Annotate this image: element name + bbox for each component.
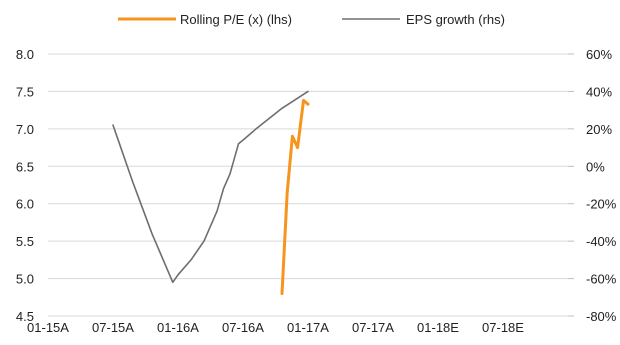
x-tick-label: 07-16A — [222, 320, 264, 335]
y-left-tick-label: 6.0 — [16, 197, 34, 212]
x-tick-label: 01-17A — [287, 320, 329, 335]
y-left-tick-label: 8.0 — [16, 47, 34, 62]
y-right-tick-label: -20% — [586, 197, 617, 212]
x-tick-label: 07-15A — [92, 320, 134, 335]
x-tick-label: 07-17A — [352, 320, 394, 335]
y-left-tick-label: 6.5 — [16, 159, 34, 174]
legend: Rolling P/E (x) (lhs) EPS growth (rhs) — [118, 12, 505, 27]
series-layer — [113, 91, 308, 293]
x-axis: 01-15A 07-15A 01-16A 07-16A 01-17A 07-17A 01-1… — [27, 320, 524, 335]
y-axis-right: -80% -60% -40% -20% 0% 20% 40% 60% — [568, 47, 617, 324]
legend-label-rolling-pe: Rolling P/E (x) (lhs) — [180, 12, 292, 27]
y-right-tick-label: -40% — [586, 234, 617, 249]
legend-label-eps-growth: EPS growth (rhs) — [406, 12, 505, 27]
y-right-tick-label: -60% — [586, 272, 617, 287]
x-tick-label: 01-18E — [417, 320, 459, 335]
y-right-tick-label: 40% — [586, 84, 612, 99]
x-tick-label: 01-15A — [27, 320, 69, 335]
y-left-tick-label: 7.5 — [16, 84, 34, 99]
x-tick-label: 01-16A — [157, 320, 199, 335]
y-axis-left: 4.55.05.56.06.57.07.58.0 — [16, 47, 34, 324]
y-right-tick-label: 20% — [586, 122, 612, 137]
y-right-tick-label: 60% — [586, 47, 612, 62]
y-left-tick-label: 5.0 — [16, 272, 34, 287]
y-left-tick-label: 5.5 — [16, 234, 34, 249]
y-right-tick-label: -80% — [586, 309, 617, 324]
x-tick-label: 07-18E — [482, 320, 524, 335]
series-line-rolling-pe — [282, 100, 308, 293]
gridlines — [48, 54, 568, 316]
y-left-tick-label: 7.0 — [16, 122, 34, 137]
y-right-tick-label: 0% — [586, 159, 605, 174]
series-line-eps-growth — [113, 91, 308, 282]
